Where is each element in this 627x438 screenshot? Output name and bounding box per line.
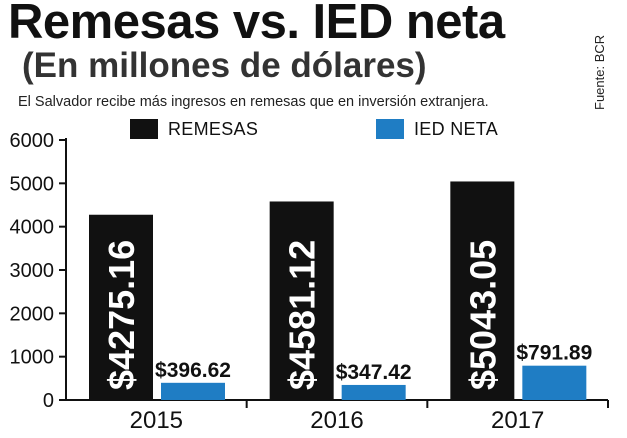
legend-item-remesas: REMESAS — [130, 116, 258, 142]
bar-ied — [522, 365, 587, 400]
data-label-remesas: $4275.16 — [101, 240, 142, 390]
x-tick-label: 2017 — [491, 407, 544, 434]
data-label-remesas: $4581.12 — [282, 240, 323, 390]
legend-item-ied: IED NETA — [376, 116, 498, 142]
y-tick-label: 6000 — [10, 130, 55, 152]
bar-remesas — [89, 214, 153, 400]
y-tick-label: 5000 — [10, 173, 55, 195]
data-label-ied: $396.62 — [155, 359, 231, 382]
data-label-ied: $791.89 — [516, 342, 592, 365]
bar-ied — [161, 382, 225, 400]
data-label-remesas: $5043.05 — [462, 240, 503, 390]
chart-title: Remesas vs. IED neta — [8, 0, 505, 49]
y-tick-label: 4000 — [10, 217, 55, 239]
legend-swatch-remesas — [130, 119, 158, 139]
x-tick-label: 2015 — [130, 407, 183, 434]
legend-label-ied: IED NETA — [414, 118, 499, 139]
bar-remesas — [450, 181, 515, 400]
chart-subtitle: (En millones de dólares) — [22, 46, 427, 85]
bar-remesas — [269, 201, 334, 400]
y-tick-label: 3000 — [10, 260, 55, 282]
x-tick-label: 2016 — [310, 407, 363, 434]
bar-ied — [341, 384, 406, 400]
data-label-ied: $347.42 — [336, 361, 412, 384]
legend-label-remesas: REMESAS — [168, 118, 259, 139]
y-tick-label: 0 — [43, 390, 54, 412]
legend-swatch-ied — [376, 119, 404, 139]
y-tick-label: 2000 — [10, 303, 55, 325]
y-tick-label: 1000 — [10, 347, 55, 369]
chart-description: El Salvador recibe más ingresos en remes… — [18, 94, 489, 110]
